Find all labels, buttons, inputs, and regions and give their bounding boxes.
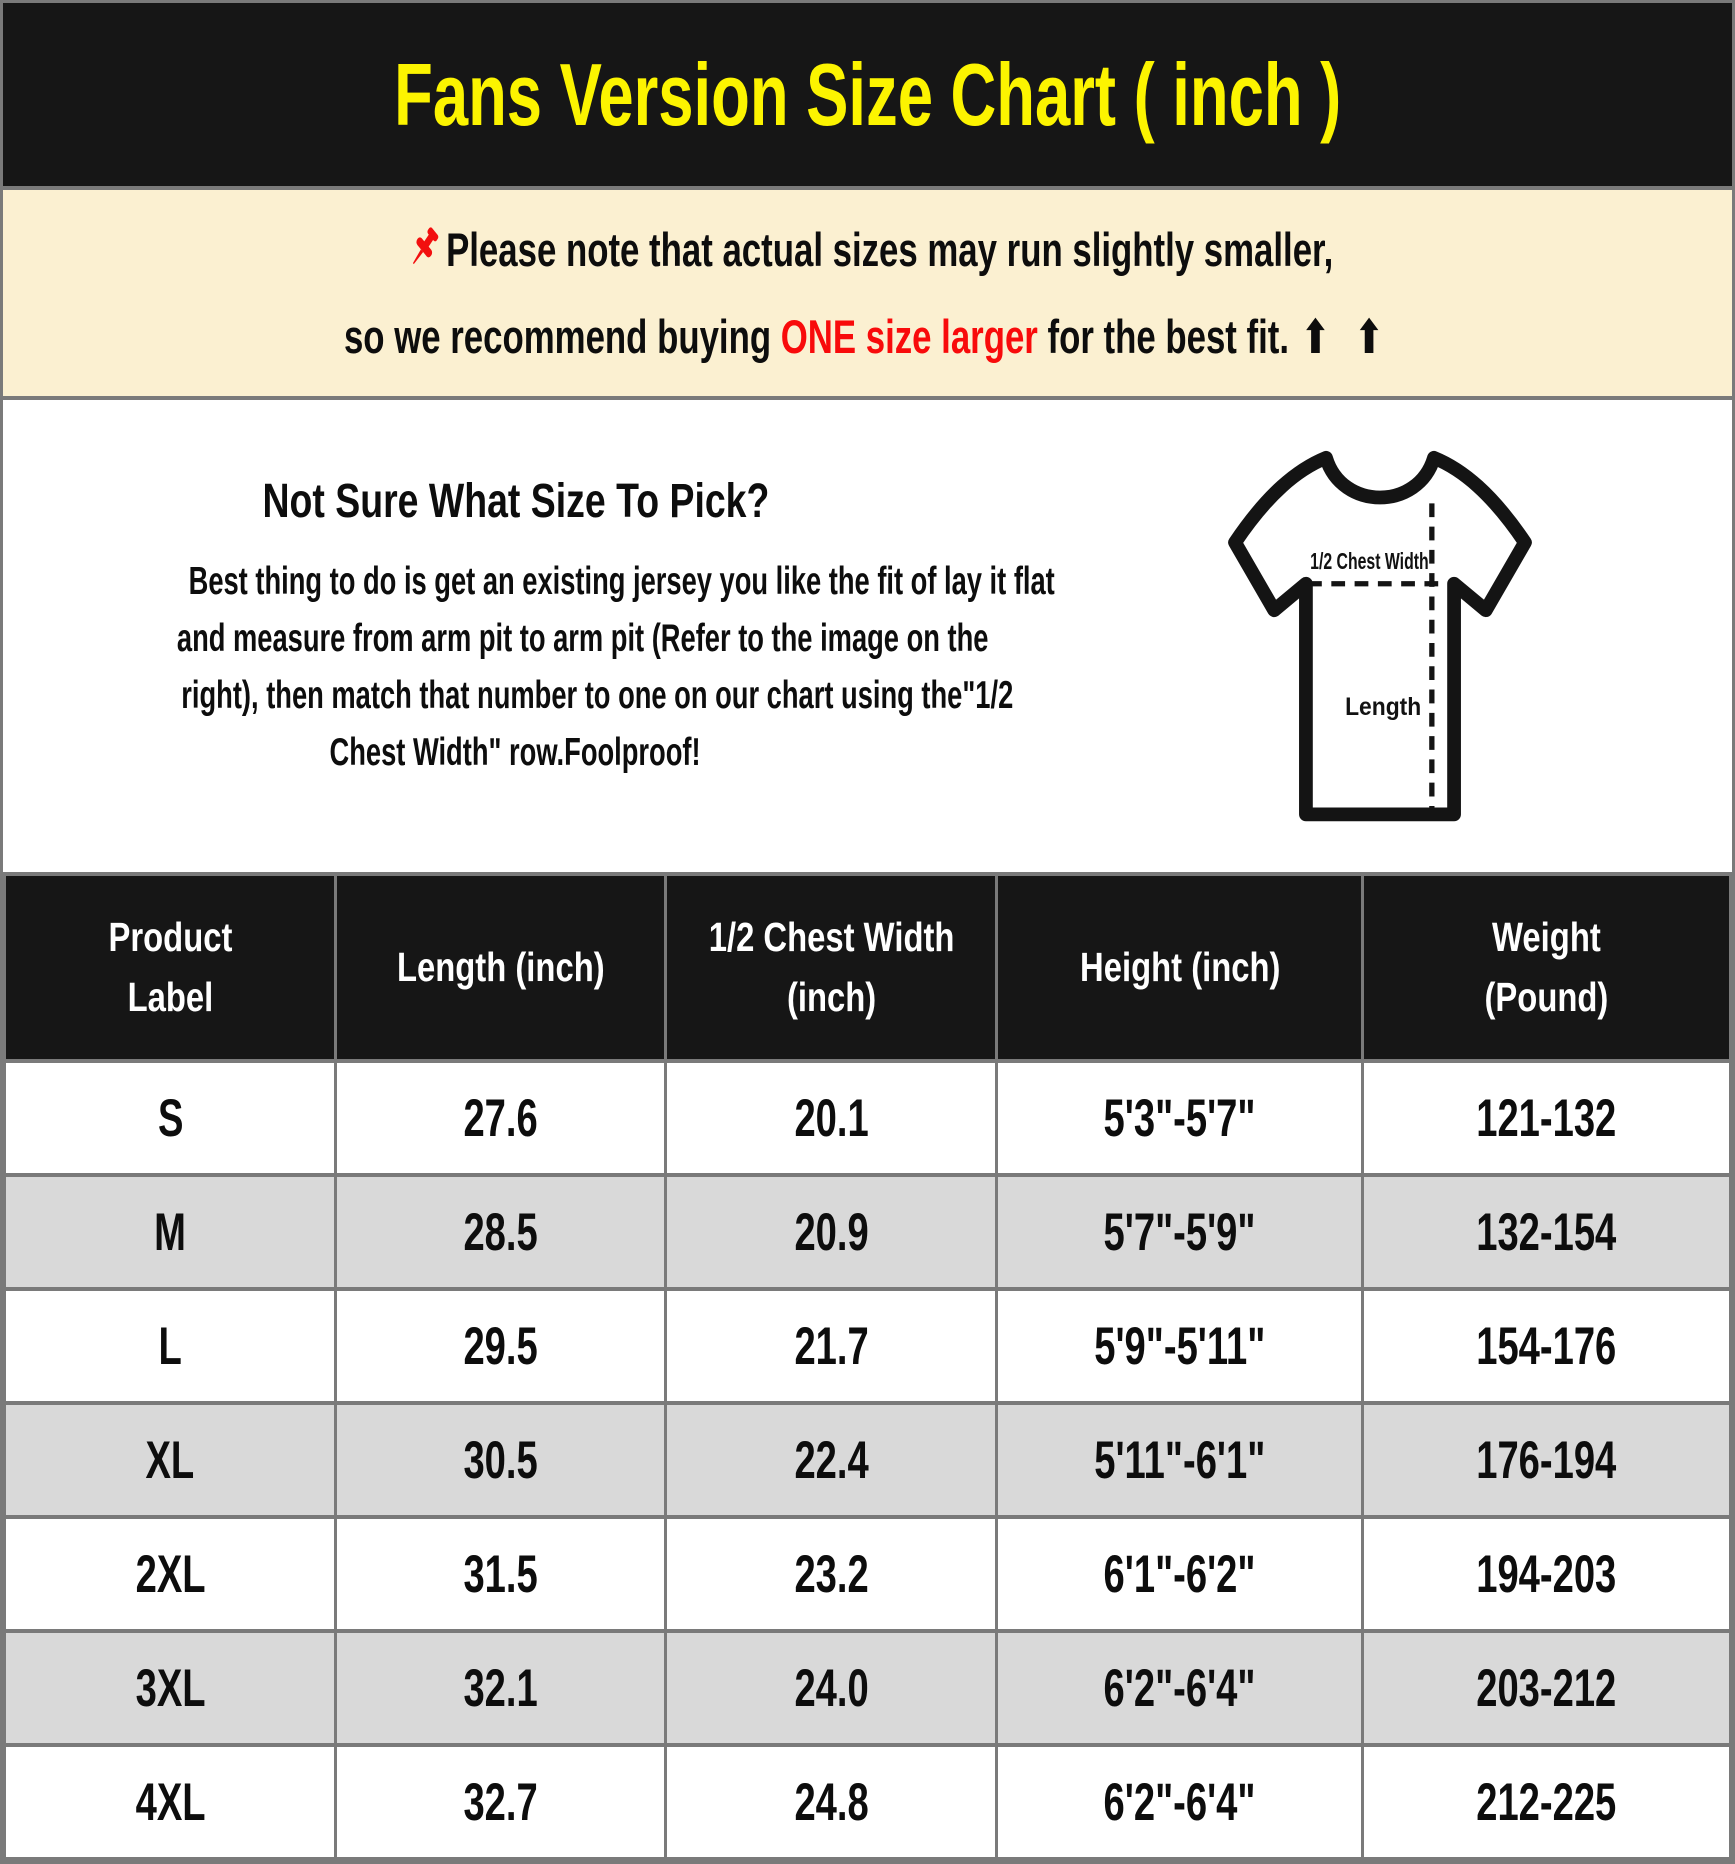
chest-value: 20.1 (794, 1088, 869, 1148)
chest-width-label: 1/2 Chest Width (1310, 548, 1429, 574)
length-label: Length (1345, 693, 1421, 721)
weight-value: 176-194 (1476, 1430, 1617, 1490)
length-value: 32.7 (463, 1772, 538, 1832)
notice-line-2: so we recommend buying ONE size larger f… (228, 309, 1507, 365)
length-value: 30.5 (463, 1430, 538, 1490)
sizing-guide-section: Not Sure What Size To Pick? Best thing t… (3, 400, 1732, 872)
size-label: M (154, 1202, 187, 1262)
col-length: Length (inch) (396, 943, 605, 990)
length-value: 27.6 (463, 1088, 538, 1148)
table-row-s: S 27.6 20.1 5'3"-5'7" 121-132 (3, 1059, 1732, 1177)
height-value: 5'7"-5'9" (1103, 1202, 1256, 1262)
notice-text-1: Please note that actual sizes may run sl… (446, 222, 1334, 276)
size-label: 2XL (135, 1544, 206, 1604)
notice-highlight: ONE size larger (780, 309, 1038, 363)
chest-value: 22.4 (794, 1430, 869, 1490)
height-value: 6'1"-6'2" (1103, 1544, 1256, 1604)
table-row-2xl: 2XL 31.5 23.2 6'1"-6'2" 194-203 (3, 1515, 1732, 1633)
guide-line-4: Chest Width" row.Foolproof! (329, 731, 702, 774)
col-height: Height (inch) (1079, 943, 1281, 990)
size-label: S (157, 1088, 183, 1148)
banner: Fans Version Size Chart ( inch ) (3, 3, 1732, 190)
weight-value: 212-225 (1476, 1772, 1617, 1832)
notice-panel: Please note that actual sizes may run sl… (3, 190, 1732, 400)
tshirt-diagram: 1/2 Chest Width Length (1028, 400, 1732, 872)
table-row-xl: XL 30.5 22.4 5'11"-6'1" 176-194 (3, 1401, 1732, 1519)
size-label: XL (145, 1430, 195, 1490)
table-row-l: L 29.5 21.7 5'9"-5'11" 154-176 (3, 1287, 1732, 1405)
table-row-m: M 28.5 20.9 5'7"-5'9" 132-154 (3, 1173, 1732, 1291)
guide-heading: Not Sure What Size To Pick? (262, 475, 769, 528)
table-row-4xl: 4XL 32.7 24.8 6'2"-6'4" 212-225 (3, 1743, 1732, 1861)
col-chest-width: 1/2 Chest Width (inch) (708, 914, 955, 1020)
length-value: 32.1 (463, 1658, 538, 1718)
weight-value: 203-212 (1476, 1658, 1617, 1718)
notice-text-2-prefix: so we recommend buying (343, 309, 781, 363)
sizing-guide-text: Not Sure What Size To Pick? Best thing t… (3, 400, 1055, 872)
page-title: Fans Version Size Chart ( inch ) (393, 44, 1342, 144)
length-value: 29.5 (463, 1316, 538, 1376)
header-row: Product Label Length (inch) 1/2 Chest Wi… (3, 872, 1732, 1063)
height-value: 6'2"-6'4" (1103, 1772, 1256, 1832)
chest-value: 21.7 (794, 1316, 869, 1376)
weight-value: 194-203 (1476, 1544, 1617, 1604)
height-value: 6'2"-6'4" (1103, 1658, 1256, 1718)
weight-value: 132-154 (1476, 1202, 1617, 1262)
height-value: 5'11"-6'1" (1094, 1430, 1266, 1490)
size-table: Product Label Length (inch) 1/2 Chest Wi… (3, 872, 1732, 1861)
size-label: 3XL (135, 1658, 206, 1718)
chest-value: 24.8 (794, 1772, 869, 1832)
up-arrows-icon: ⬆ ⬆ (1300, 309, 1392, 363)
size-label: L (158, 1316, 182, 1376)
size-label: 4XL (135, 1772, 206, 1832)
size-table-header: Product Label Length (inch) 1/2 Chest Wi… (3, 872, 1732, 1063)
col-product-label: Product Label (108, 914, 233, 1020)
chest-value: 20.9 (794, 1202, 869, 1262)
guide-heading-row: Not Sure What Size To Pick? (3, 474, 1028, 529)
guide-line-1: Best thing to do is get an existing jers… (188, 560, 1055, 603)
weight-value: 121-132 (1476, 1088, 1617, 1148)
chest-value: 24.0 (794, 1658, 869, 1718)
tshirt-outline-icon: 1/2 Chest Width Length (1228, 450, 1532, 822)
height-value: 5'9"-5'11" (1094, 1316, 1266, 1376)
guide-line-2: and measure from arm pit to arm pit (Ref… (176, 617, 989, 660)
pushpin-icon (412, 226, 439, 264)
height-value: 5'3"-5'7" (1103, 1088, 1256, 1148)
weight-value: 154-176 (1476, 1316, 1617, 1376)
table-row-3xl: 3XL 32.1 24.0 6'2"-6'4" 203-212 (3, 1629, 1732, 1747)
notice-line-1: Please note that actual sizes may run sl… (228, 222, 1507, 277)
notice-text-2-suffix: for the best fit. (1037, 309, 1290, 363)
length-value: 31.5 (463, 1544, 538, 1604)
col-weight: Weight (Pound) (1484, 914, 1609, 1020)
chest-value: 23.2 (794, 1544, 869, 1604)
length-value: 28.5 (463, 1202, 538, 1262)
guide-line-3: right), then match that number to one on… (181, 674, 1014, 717)
